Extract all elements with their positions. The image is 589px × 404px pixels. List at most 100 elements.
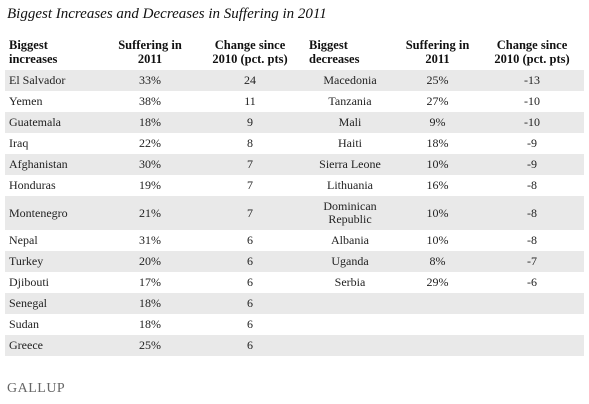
header-biggest-decreases: Biggest decreases (309, 38, 360, 66)
header-row: Biggest increases Suffering in 2011 Chan… (5, 38, 584, 70)
decrease-change-cell: -6 (527, 275, 537, 289)
table-row: Turkey 20% 6 Uganda 8% -7 (5, 251, 584, 272)
decrease-country-cell: Lithuania (327, 178, 373, 192)
suffering-table: Biggest increases Suffering in 2011 Chan… (5, 38, 584, 356)
table-title: Biggest Increases and Decreases in Suffe… (7, 6, 327, 22)
header-suffering-increases: Suffering in 2011 (118, 38, 182, 66)
table-row: Iraq 22% 8 Haiti 18% -9 (5, 133, 584, 154)
decrease-suffering-cell (395, 293, 480, 314)
decrease-change-cell: -7 (480, 251, 584, 272)
increase-country-cell: El Salvador (5, 70, 105, 91)
decrease-change-cell: -8 (527, 233, 537, 247)
table-row: Senegal 18% 6 (5, 293, 584, 314)
increase-suffering-cell: 21% (105, 196, 195, 230)
decrease-change-cell: -10 (480, 112, 584, 133)
decrease-change-cell: -8 (527, 178, 537, 192)
gallup-logo: GALLUP (7, 381, 66, 396)
increase-country-cell: Nepal (9, 233, 38, 247)
decrease-suffering-cell: 25% (395, 70, 480, 91)
decrease-suffering-cell: 16% (426, 178, 449, 192)
increase-country-cell: Djibouti (9, 275, 50, 289)
table-row: Guatemala 18% 9 Mali 9% -10 (5, 112, 584, 133)
increase-change-cell: 9 (195, 112, 305, 133)
header-biggest-increases: Biggest increases (9, 38, 58, 66)
decrease-suffering-cell: 29% (426, 275, 449, 289)
decrease-country-cell: Uganda (305, 251, 395, 272)
increase-change-cell: 6 (247, 317, 253, 331)
decrease-country-cell: Albania (331, 233, 369, 247)
decrease-country-cell: Macedonia (305, 70, 395, 91)
decrease-change-cell: -9 (527, 136, 537, 150)
table-row: Nepal 31% 6 Albania 10% -8 (5, 230, 584, 251)
decrease-country-cell: Haiti (338, 136, 362, 150)
decrease-change-cell: -8 (480, 196, 584, 230)
table-row: Sudan 18% 6 (5, 314, 584, 335)
decrease-change-cell: -10 (524, 94, 540, 108)
decrease-change-cell (480, 293, 584, 314)
increase-suffering-cell: 33% (105, 70, 195, 91)
header-change-increases: Change since 2010 (pct. pts) (212, 38, 288, 66)
increase-change-cell: 6 (195, 293, 305, 314)
decrease-suffering-cell: 8% (395, 251, 480, 272)
decrease-suffering-cell: 10% (395, 154, 480, 175)
decrease-country-cell: Sierra Leone (305, 154, 395, 175)
increase-suffering-cell: 18% (105, 293, 195, 314)
increase-country-cell: Honduras (9, 178, 56, 192)
decrease-suffering-cell: 9% (395, 112, 480, 133)
table-row: Montenegro 21% 7 Dominican Republic 10% -8 (5, 196, 584, 230)
table-row: Honduras 19% 7 Lithuania 16% -8 (5, 175, 584, 196)
decrease-country-cell (305, 335, 395, 356)
increase-change-cell: 11 (244, 94, 256, 108)
table-row: Afghanistan 30% 7 Sierra Leone 10% -9 (5, 154, 584, 175)
header-suffering-decreases: Suffering in 2011 (405, 38, 470, 66)
increase-change-cell: 6 (195, 335, 305, 356)
increase-change-cell: 6 (195, 251, 305, 272)
decrease-change-cell (480, 314, 584, 335)
decrease-country-cell (305, 293, 395, 314)
increase-country-cell: Afghanistan (5, 154, 105, 175)
decrease-country-cell: Mali (305, 112, 395, 133)
increase-suffering-cell: 19% (139, 178, 161, 192)
increase-change-cell: 7 (195, 196, 305, 230)
increase-change-cell: 24 (195, 70, 305, 91)
increase-suffering-cell: 20% (105, 251, 195, 272)
decrease-change-cell (480, 335, 584, 356)
increase-change-cell: 6 (247, 275, 253, 289)
decrease-suffering-cell (395, 314, 480, 335)
increase-country-cell: Greece (5, 335, 105, 356)
increase-suffering-cell: 22% (139, 136, 161, 150)
table-row: Greece 25% 6 (5, 335, 584, 356)
table-row: Yemen 38% 11 Tanzania 27% -10 (5, 91, 584, 112)
increase-change-cell: 8 (247, 136, 253, 150)
decrease-change-cell: -9 (480, 154, 584, 175)
decrease-country-cell: Tanzania (328, 94, 372, 108)
decrease-suffering-cell: 10% (426, 233, 449, 247)
table-row: El Salvador 33% 24 Macedonia 25% -13 (5, 70, 584, 91)
decrease-suffering-cell: 10% (395, 196, 480, 230)
decrease-suffering-cell (395, 335, 480, 356)
increase-suffering-cell: 25% (105, 335, 195, 356)
decrease-country-cell: Serbia (334, 275, 366, 289)
decrease-country-cell: Dominican Republic (305, 196, 395, 230)
increase-suffering-cell: 18% (139, 317, 161, 331)
decrease-change-cell: -13 (480, 70, 584, 91)
header-change-decreases: Change since 2010 (pct. pts) (494, 38, 570, 66)
increase-suffering-cell: 38% (139, 94, 161, 108)
table-row: Djibouti 17% 6 Serbia 29% -6 (5, 272, 584, 293)
decrease-suffering-cell: 18% (426, 136, 449, 150)
increase-country-cell: Iraq (9, 136, 29, 150)
increase-change-cell: 7 (247, 178, 253, 192)
increase-suffering-cell: 17% (139, 275, 161, 289)
increase-country-cell: Yemen (9, 94, 43, 108)
increase-suffering-cell: 18% (105, 112, 195, 133)
increase-suffering-cell: 31% (139, 233, 161, 247)
increase-country-cell: Senegal (5, 293, 105, 314)
increase-country-cell: Sudan (9, 317, 39, 331)
increase-change-cell: 7 (195, 154, 305, 175)
increase-country-cell: Montenegro (5, 196, 105, 230)
increase-change-cell: 6 (247, 233, 253, 247)
decrease-suffering-cell: 27% (426, 94, 449, 108)
increase-country-cell: Guatemala (5, 112, 105, 133)
decrease-country-cell (305, 314, 395, 335)
increase-suffering-cell: 30% (105, 154, 195, 175)
